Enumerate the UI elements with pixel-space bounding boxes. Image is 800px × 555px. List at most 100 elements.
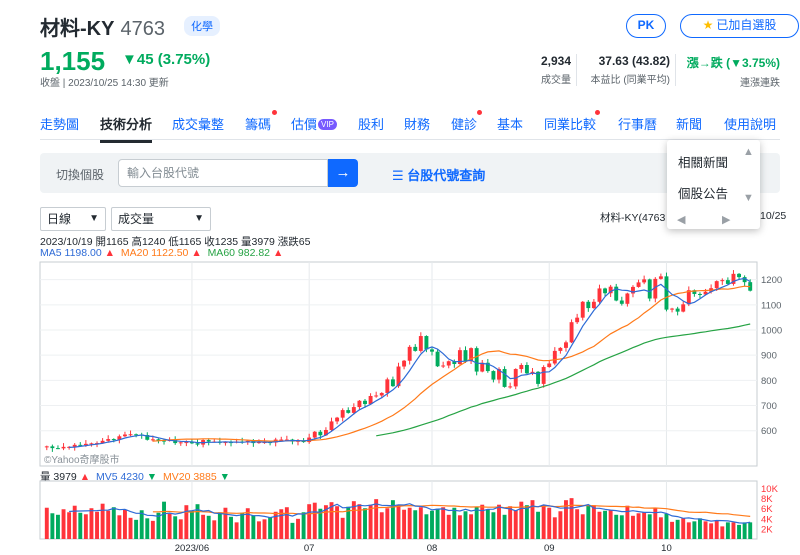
tab-valuation[interactable]: 估價 VIP bbox=[291, 114, 337, 133]
candle-body bbox=[452, 361, 457, 364]
candle-body bbox=[491, 371, 496, 380]
candle-body bbox=[256, 442, 261, 444]
volume-bar bbox=[273, 511, 278, 539]
tab-technical[interactable]: 技術分析 bbox=[100, 114, 153, 143]
menu-item-announcements[interactable]: 個股公告 bbox=[678, 187, 729, 201]
pk-button[interactable]: PK bbox=[626, 14, 666, 38]
volume-bar bbox=[106, 510, 111, 539]
tab-health[interactable]: 健診 bbox=[451, 117, 478, 132]
candle-body bbox=[279, 439, 284, 441]
volume-bar bbox=[72, 505, 77, 539]
stat-value: 37.63 (43.82) bbox=[598, 54, 670, 68]
candle-body bbox=[720, 280, 725, 282]
candle-body bbox=[737, 273, 741, 278]
candle-body bbox=[284, 439, 289, 441]
ma20-line bbox=[152, 285, 751, 442]
volume-bar bbox=[469, 514, 474, 539]
tab-trades[interactable]: 成交彙整 bbox=[172, 117, 225, 132]
volume-bar bbox=[480, 504, 485, 539]
search-submit-button[interactable]: → bbox=[328, 159, 358, 187]
candle-body bbox=[413, 346, 418, 351]
volume-bar bbox=[279, 509, 284, 539]
candle-body bbox=[329, 421, 334, 430]
tab-calendar[interactable]: 行事曆 bbox=[618, 117, 658, 132]
add-watchlist-button[interactable]: ★ 已加自選股 bbox=[680, 14, 799, 38]
add-watchlist-label: 已加自選股 bbox=[716, 18, 777, 32]
volume-bar bbox=[575, 509, 580, 539]
candle-body bbox=[569, 322, 574, 343]
volume-bar bbox=[268, 517, 273, 539]
candle-body bbox=[647, 279, 652, 299]
volume-bar bbox=[290, 522, 295, 539]
volume-bar bbox=[463, 511, 468, 539]
code-lookup-link[interactable]: ☰ 台股代號查詢 bbox=[392, 165, 485, 184]
volume-bar bbox=[178, 519, 183, 539]
volume-bar bbox=[128, 517, 133, 539]
mv5-label: MV5 4230 bbox=[95, 471, 144, 483]
tab-help[interactable]: 使用說明 bbox=[724, 117, 777, 132]
volume-bar bbox=[541, 505, 546, 539]
candle-body bbox=[614, 286, 619, 301]
tab-news[interactable]: 新聞 bbox=[676, 117, 703, 132]
tab-basic[interactable]: 基本 bbox=[497, 117, 524, 132]
y-tick-label: 1200 bbox=[761, 275, 782, 286]
scroll-right-icon[interactable]: ▶ bbox=[722, 214, 731, 226]
vol-tick-label: 6K bbox=[761, 504, 773, 515]
industry-tag[interactable]: 化學 bbox=[184, 16, 220, 36]
menu-item-related-news[interactable]: 相關新聞 bbox=[678, 156, 729, 170]
new-dot-icon bbox=[595, 110, 600, 115]
down-arrow-icon: ▼ bbox=[219, 471, 231, 483]
candle-body bbox=[368, 395, 373, 405]
volume-bar bbox=[692, 521, 697, 539]
tab-finance[interactable]: 財務 bbox=[404, 117, 431, 132]
period-value: 日線 bbox=[47, 212, 72, 226]
stat-streak: 漲→跌 (▼3.75%) 連漲連跌 bbox=[687, 54, 780, 89]
candle-body bbox=[435, 351, 440, 367]
indicator-select[interactable]: 成交量 ▼ bbox=[111, 207, 211, 231]
tab-chips[interactable]: 籌碼 bbox=[245, 117, 272, 132]
scroll-up-icon[interactable]: ▲ bbox=[743, 146, 754, 158]
volume-bar bbox=[430, 510, 434, 539]
volume-bar bbox=[625, 505, 630, 539]
scroll-down-icon[interactable]: ▼ bbox=[743, 192, 754, 204]
tab-trend[interactable]: 走勢圖 bbox=[40, 117, 80, 132]
tab-peers[interactable]: 同業比較 bbox=[544, 117, 597, 132]
volume-bar bbox=[603, 510, 608, 539]
stat-label: 本益比 (同業平均) bbox=[590, 75, 670, 86]
candle-body bbox=[128, 434, 133, 436]
stock-search-input[interactable]: 輸入台股代號 bbox=[118, 159, 328, 187]
period-select[interactable]: 日線 ▼ bbox=[40, 207, 106, 231]
volume-bar bbox=[597, 511, 602, 539]
candle-body bbox=[83, 443, 88, 446]
scroll-left-icon[interactable]: ◀ bbox=[677, 214, 686, 226]
volume-bar bbox=[491, 512, 496, 539]
candle-body bbox=[642, 279, 647, 283]
volume-bar bbox=[670, 521, 675, 539]
candle-body bbox=[631, 286, 635, 294]
volume-bar bbox=[418, 507, 423, 539]
new-dot-icon bbox=[272, 110, 277, 115]
tab-dividend[interactable]: 股利 bbox=[358, 117, 385, 132]
candle-body bbox=[385, 379, 390, 393]
vol-tick-label: 2K bbox=[761, 524, 773, 535]
candle-body bbox=[558, 347, 563, 351]
volume-bar bbox=[441, 507, 446, 539]
volume-bar bbox=[335, 506, 340, 539]
ma60-line bbox=[376, 323, 751, 437]
candle-body bbox=[653, 278, 658, 299]
volume-bar bbox=[139, 510, 144, 539]
volume-bar bbox=[229, 516, 233, 539]
volume-bar bbox=[184, 505, 189, 539]
candle-body bbox=[156, 439, 161, 441]
candle-body bbox=[497, 369, 501, 380]
volume-bar bbox=[653, 507, 658, 539]
volume-bar bbox=[83, 514, 88, 539]
mv20-line bbox=[152, 504, 751, 517]
volume-bar bbox=[390, 500, 395, 539]
candle-body bbox=[625, 293, 630, 304]
candle-body bbox=[72, 444, 77, 447]
ma5-label: MA5 1198.00 bbox=[40, 247, 102, 259]
tab-valuation-label: 估價 bbox=[291, 117, 318, 132]
volume-bar bbox=[351, 501, 356, 539]
